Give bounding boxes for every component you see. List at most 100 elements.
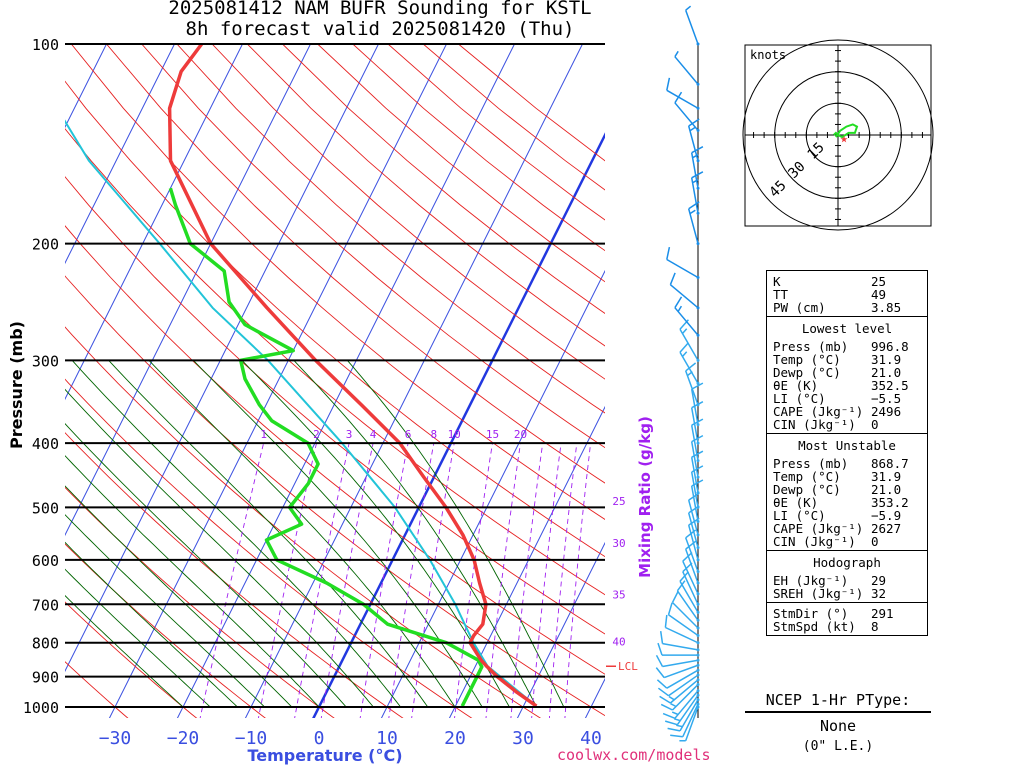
wind-barb [668,674,699,697]
wind-barb-flag [676,724,683,728]
moist-adiabat [65,388,374,708]
wind-barb [666,258,699,279]
isotherm-line [65,44,311,537]
wind-barb [690,441,699,478]
section-header: Most Unstable [798,438,896,453]
mixing-ratio-line [454,443,493,718]
temperature-tick-label: 30 [512,728,534,749]
wind-barb-dot [696,333,700,337]
moist-adiabat [192,359,483,708]
pressure-tick-label: 700 [32,596,59,614]
indices-top-section: K 25 TT 49 PW (cm) 3.85 [767,271,927,316]
wind-barb [669,679,699,704]
wind-barb [679,699,699,732]
wind-barb-dot [696,689,700,693]
dry-adiabat [65,432,404,718]
wind-barb-dot [696,663,700,667]
wind-barb [684,548,699,584]
wind-barb [674,102,699,131]
wind-barb-flag [685,5,692,11]
index-label: SREH (Jkg⁻¹) [773,586,864,601]
index-row: EH (Jkg⁻¹) 29 [767,574,927,587]
dry-adiabat [176,44,605,414]
wind-barb-dot [696,702,700,706]
wind-barb [671,601,699,629]
chart-subtitle: 8h forecast valid 2025081420 (Thu) [185,18,575,40]
moist-adiabat [65,455,320,708]
index-value: 3.85 [871,300,902,315]
wind-barb-dot [696,275,700,279]
wind-barb-dot [696,610,700,614]
index-value: 0 [871,534,879,549]
wind-barb-flag [664,720,678,726]
wind-barb-flag [674,50,679,58]
moist-adiabat [65,423,347,708]
wind-barb [682,703,699,738]
dry-adiabat [65,80,605,558]
wind-barb-flag [667,727,681,732]
index-value: 29 [871,573,887,588]
index-row: Temp (°C) 31.9 [767,353,927,366]
moist-adiabat [71,359,401,708]
wind-barb [687,208,699,244]
wind-barb [690,177,699,214]
isotherm-line [65,44,175,265]
most-unstable-section: Most Unstable Press (mb) 868.7 Temp (°C) 3… [767,433,927,550]
wind-barb-dot [696,673,700,677]
moist-adiabat [148,359,456,708]
lowest-level-section: Lowest level Press (mb) 996.8 Temp (°C) 31… [767,316,927,433]
index-row: CIN (Jkg⁻¹) 0 [767,535,927,548]
index-label: Temp (°C) [773,352,841,367]
wind-barb-flag [688,118,700,127]
mixing-ratio-line [388,443,435,718]
storm-motion-section: StmDir (°) 291 StmSpd (kt) 8 [767,602,927,635]
wind-barb-flag [668,695,675,701]
wind-barb [676,590,699,621]
wind-barb-dot [696,423,700,427]
index-label: θE (K) [773,378,819,393]
index-row: Press (mb) 868.7 [767,457,927,470]
pressure-tick-label: 200 [32,236,59,254]
wind-barb-dot [696,602,700,606]
wind-barb-dot [696,648,700,652]
wind-barb [668,614,699,637]
wind-barb-dot [696,42,700,46]
index-label: StmSpd (kt) [773,619,856,634]
index-value: 21.0 [871,482,902,497]
wind-barb-dot [696,403,700,407]
mixing-ratio-tick-label: 2 [313,428,320,441]
moist-adiabat [65,514,265,708]
wind-barb [684,370,699,405]
wind-barb-flag [673,718,681,722]
temperature-tick-label: −20 [167,728,200,749]
footer-link[interactable]: coolwx.com/models [557,746,711,764]
index-value: −5.5 [871,391,902,406]
wind-barb-dot [696,546,700,550]
wind-barb [687,499,699,536]
pressure-tick-label: 900 [32,669,59,687]
dry-adiabat [458,44,605,162]
wind-barb-flag [666,77,671,91]
mixing-ratio-line [548,443,578,718]
index-label: Dewp (°C) [773,482,841,497]
wind-barb-flag [657,687,669,697]
wind-barb [679,351,699,384]
wind-barb-dot [696,668,700,672]
wind-barb-dot [696,475,700,479]
wind-barb [679,580,699,613]
index-label: StmDir (°) [773,606,849,621]
wind-barb [676,694,699,726]
wind-barb [671,684,699,711]
wind-barb [684,537,699,572]
dry-adiabat [106,44,605,484]
wind-barb [690,471,699,508]
index-row: CAPE (Jkg⁻¹) 2496 [767,405,927,418]
ptype-value: None [819,717,857,735]
wind-barb-flag [670,734,683,738]
pressure-tick-label: 600 [32,552,59,570]
pressure-tick-label: 400 [32,435,59,453]
dry-adiabat [65,225,605,675]
index-row: θE (K) 352.5 [767,379,927,392]
wind-barb-flag [669,272,676,285]
dry-adiabat [65,378,473,718]
